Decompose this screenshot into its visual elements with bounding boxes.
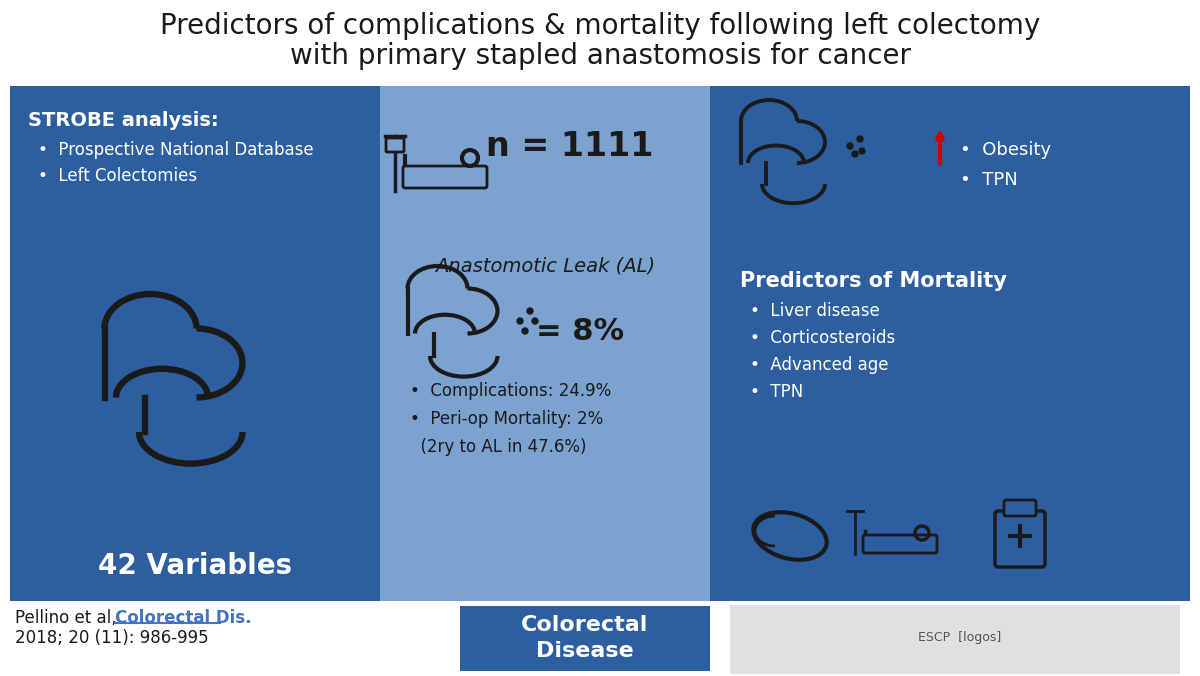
- Text: 42 Variables: 42 Variables: [98, 552, 292, 580]
- Text: (2ry to AL in 47.6%): (2ry to AL in 47.6%): [410, 438, 587, 456]
- Text: •  TPN: • TPN: [960, 171, 1018, 189]
- Text: ESCP  [logos]: ESCP [logos]: [918, 631, 1002, 644]
- FancyBboxPatch shape: [863, 535, 937, 553]
- Text: •  Complications: 24.9%: • Complications: 24.9%: [410, 382, 611, 400]
- Text: n = 1111: n = 1111: [486, 130, 654, 162]
- FancyBboxPatch shape: [1004, 500, 1036, 516]
- Text: 2018; 20 (11): 986-995: 2018; 20 (11): 986-995: [14, 629, 209, 647]
- Text: with primary stapled anastomosis for cancer: with primary stapled anastomosis for can…: [289, 42, 911, 70]
- Text: •  Liver disease: • Liver disease: [750, 302, 880, 320]
- Text: Pellino et al,: Pellino et al,: [14, 609, 122, 627]
- Text: Colorectal
Disease: Colorectal Disease: [521, 614, 649, 661]
- Text: •  Prospective National Database: • Prospective National Database: [38, 141, 313, 159]
- FancyBboxPatch shape: [995, 511, 1045, 567]
- Text: STROBE analysis:: STROBE analysis:: [28, 111, 218, 130]
- Text: Predictors of Mortality: Predictors of Mortality: [740, 271, 1007, 291]
- FancyBboxPatch shape: [403, 166, 487, 188]
- Circle shape: [517, 318, 523, 324]
- Text: = 8%: = 8%: [536, 316, 624, 345]
- Circle shape: [859, 148, 865, 154]
- Text: •  Obesity: • Obesity: [960, 141, 1051, 159]
- FancyBboxPatch shape: [380, 86, 710, 601]
- Circle shape: [852, 151, 858, 157]
- FancyBboxPatch shape: [710, 86, 1190, 601]
- Circle shape: [532, 318, 538, 324]
- FancyBboxPatch shape: [10, 86, 380, 601]
- Text: •  Left Colectomies: • Left Colectomies: [38, 167, 197, 185]
- Circle shape: [527, 308, 533, 314]
- Text: •  Corticosteroids: • Corticosteroids: [750, 329, 895, 347]
- Text: Colorectal Dis.: Colorectal Dis.: [115, 609, 252, 627]
- Text: •  Peri-op Mortality: 2%: • Peri-op Mortality: 2%: [410, 410, 604, 428]
- FancyBboxPatch shape: [730, 605, 1180, 674]
- Circle shape: [857, 136, 863, 142]
- Text: •  Advanced age: • Advanced age: [750, 356, 888, 374]
- Text: Predictors of complications & mortality following left colectomy: Predictors of complications & mortality …: [160, 12, 1040, 40]
- FancyBboxPatch shape: [460, 606, 710, 671]
- Circle shape: [847, 143, 853, 149]
- Text: •  TPN: • TPN: [750, 383, 803, 401]
- Text: Anastomotic Leak (AL): Anastomotic Leak (AL): [434, 256, 655, 276]
- FancyBboxPatch shape: [386, 138, 404, 152]
- Circle shape: [522, 328, 528, 334]
